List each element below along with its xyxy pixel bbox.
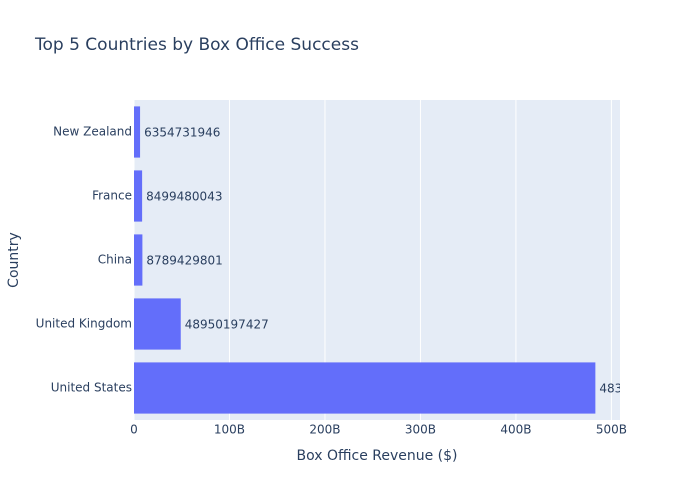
x-tick-label: 0 xyxy=(130,423,138,437)
x-axis-title: Box Office Revenue ($) xyxy=(296,448,457,464)
chart-title: Top 5 Countries by Box Office Success xyxy=(34,35,359,55)
y-tick-label: France xyxy=(92,189,132,203)
bar xyxy=(134,170,143,222)
bar xyxy=(134,362,596,414)
y-tick-label: United States xyxy=(51,381,132,395)
data-label: 6354731946 xyxy=(144,126,220,140)
y-axis-title: Country xyxy=(6,232,22,288)
y-tick-label: China xyxy=(98,253,132,267)
data-label: 48950197427 xyxy=(185,318,269,332)
data-label: 483200000000 xyxy=(599,382,691,396)
bars: 483200000000 48950197427 8789429801 8499480… xyxy=(134,106,691,414)
x-tick-label: 300B xyxy=(405,423,436,437)
x-tick-label: 500B xyxy=(596,423,627,437)
bar xyxy=(134,234,143,286)
data-label: 8499480043 xyxy=(146,190,222,204)
data-label: 8789429801 xyxy=(146,254,222,268)
y-tick-label: New Zealand xyxy=(53,125,132,139)
x-tick-label: 100B xyxy=(214,423,245,437)
x-tick-label: 200B xyxy=(309,423,340,437)
bar xyxy=(134,298,181,350)
x-tick-label: 400B xyxy=(500,423,531,437)
bar xyxy=(134,106,141,158)
y-tick-label: United Kingdom xyxy=(36,317,132,331)
